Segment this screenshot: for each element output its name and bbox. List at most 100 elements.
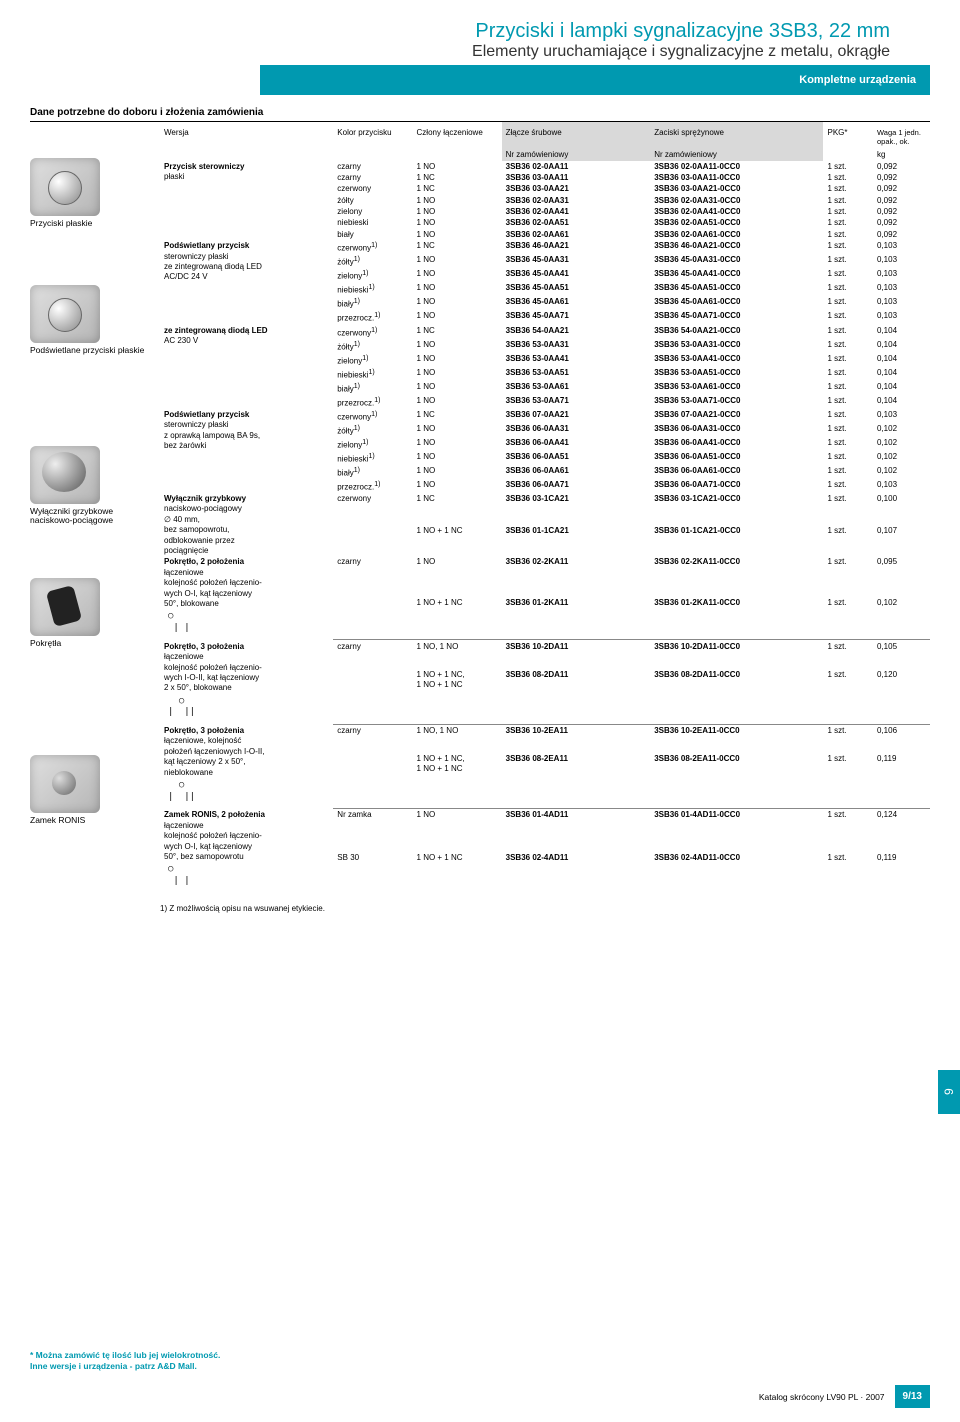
cell-order-spring: 3SB36 01-2KA11-0CC0 [650,597,823,639]
cell-czlony: 1 NO [413,353,502,367]
cell-czlony: 1 NO [413,229,502,240]
cell-weight: 0,119 [873,852,930,894]
cell-order-screw: 3SB36 02-4AD11 [502,852,651,894]
cell-kolor: Nr zamka [333,810,412,852]
cell-czlony: 1 NO [413,423,502,437]
cell-order-spring: 3SB36 02-0AA31-0CC0 [650,195,823,206]
cell-pkg: 1 szt. [823,367,873,381]
cell-czlony: 1 NO [413,195,502,206]
cell-czlony: 1 NC [413,325,502,339]
cell-order-spring: 3SB36 03-0AA11-0CC0 [650,172,823,183]
cell-pkg: 1 szt. [823,669,873,724]
desc-cell: Wyłącznik grzybkowynaciskowo-pociągowy∅ … [160,494,333,557]
cell-kolor [333,597,412,639]
cell-order-screw: 3SB36 06-0AA71 [502,480,651,494]
cell-weight: 0,103 [873,480,930,494]
cell-order-screw: 3SB36 53-0AA61 [502,381,651,395]
cell-order-screw: 3SB36 06-0AA41 [502,437,651,451]
cell-weight: 0,104 [873,339,930,353]
cell-order-spring: 3SB36 02-2KA11-0CC0 [650,557,823,598]
cell-czlony: 1 NO [413,367,502,381]
cell-czlony: 1 NO, 1 NO [413,726,502,754]
cell-kolor [333,754,412,809]
cell-order-spring: 3SB36 02-0AA11-0CC0 [650,161,823,172]
cell-pkg: 1 szt. [823,325,873,339]
cell-pkg: 1 szt. [823,297,873,311]
th-pkg: PKG* [823,122,873,148]
cell-order-spring: 3SB36 01-4AD11-0CC0 [650,810,823,852]
cell-czlony: 1 NO [413,207,502,218]
cell-weight: 0,105 [873,641,930,669]
thumb-label: Pokrętła [30,639,150,649]
cell-pkg: 1 szt. [823,161,873,172]
cell-pkg: 1 szt. [823,494,873,526]
cell-pkg: 1 szt. [823,269,873,283]
th-kolor: Kolor przycisku [333,122,412,148]
cell-czlony: 1 NO + 1 NC, 1 NO + 1 NC [413,669,502,724]
cell-czlony: 1 NC [413,409,502,423]
cell-kolor: niebieski [333,218,412,229]
cell-order-screw: 3SB36 45-0AA51 [502,283,651,297]
cell-kolor: żółty [333,195,412,206]
cell-order-screw: 3SB36 46-0AA21 [502,241,651,255]
cell-order-spring: 3SB36 08-2DA11-0CC0 [650,669,823,724]
table-row: Przycisk sterowniczypłaskiczarny1 NO3SB3… [160,161,930,172]
cell-order-spring: 3SB36 53-0AA51-0CC0 [650,367,823,381]
cell-order-spring: 3SB36 06-0AA51-0CC0 [650,451,823,465]
cell-czlony: 1 NC [413,494,502,526]
cell-kolor: SB 30 [333,852,412,894]
cell-pkg: 1 szt. [823,395,873,409]
desc-cell: Przycisk sterowniczypłaski [160,161,333,241]
cell-pkg: 1 szt. [823,241,873,255]
cell-weight: 0,102 [873,423,930,437]
cell-order-screw: 3SB36 45-0AA41 [502,269,651,283]
cell-weight: 0,119 [873,754,930,809]
cell-pkg: 1 szt. [823,353,873,367]
cell-order-spring: 3SB36 45-0AA31-0CC0 [650,255,823,269]
thumb-label: Podświetlane przyciski płaskie [30,346,150,356]
cell-weight: 0,107 [873,525,930,557]
cell-kolor: żółty1) [333,423,412,437]
cell-pkg: 1 szt. [823,311,873,325]
cell-order-screw: 3SB36 45-0AA31 [502,255,651,269]
th-nr1: Nr zamówieniowy [502,148,651,161]
cell-order-screw: 3SB36 03-1CA21 [502,494,651,526]
cell-order-screw: 3SB36 03-0AA21 [502,184,651,195]
cell-czlony: 1 NO [413,297,502,311]
cell-weight: 0,092 [873,184,930,195]
cell-kolor: czerwony [333,184,412,195]
cell-pkg: 1 szt. [823,409,873,423]
bottom-note-2: Inne wersje i urządzenia - patrz A&D Mal… [30,1361,220,1372]
cell-kolor: przezrocz.1) [333,395,412,409]
cell-order-screw: 3SB36 53-0AA41 [502,353,651,367]
cell-pkg: 1 szt. [823,451,873,465]
cell-czlony: 1 NO + 1 NC [413,525,502,557]
cell-pkg: 1 szt. [823,437,873,451]
footer-catalog: Katalog skrócony LV90 PL · 2007 [759,1392,885,1402]
cell-kolor: czarny [333,161,412,172]
cell-pkg: 1 szt. [823,726,873,754]
side-tab: 9 [938,1070,960,1114]
cell-weight: 0,102 [873,465,930,479]
cell-kolor: żółty1) [333,339,412,353]
cell-czlony: 1 NO + 1 NC, 1 NO + 1 NC [413,754,502,809]
cell-order-spring: 3SB36 53-0AA71-0CC0 [650,395,823,409]
cell-kolor: przezrocz.1) [333,311,412,325]
cell-weight: 0,092 [873,229,930,240]
cell-kolor: żółty1) [333,255,412,269]
footnote-1: 1) Z możliwością opisu na wsuwanej etyki… [160,904,930,913]
cell-order-screw: 3SB36 08-2EA11 [502,754,651,809]
cell-czlony: 1 NO [413,395,502,409]
cell-czlony: 1 NC [413,184,502,195]
cell-kolor: czerwony1) [333,241,412,255]
cell-czlony: 1 NC [413,241,502,255]
cell-pkg: 1 szt. [823,754,873,809]
cell-order-spring: 3SB36 02-4AD11-0CC0 [650,852,823,894]
cell-kolor: przezrocz.1) [333,480,412,494]
cell-czlony: 1 NO [413,339,502,353]
cell-weight: 0,092 [873,207,930,218]
cell-order-screw: 3SB36 02-2KA11 [502,557,651,598]
cell-czlony: 1 NO [413,161,502,172]
cell-kolor: zielony1) [333,269,412,283]
table-row: Pokrętło, 2 położeniałączeniowekolejność… [160,557,930,598]
